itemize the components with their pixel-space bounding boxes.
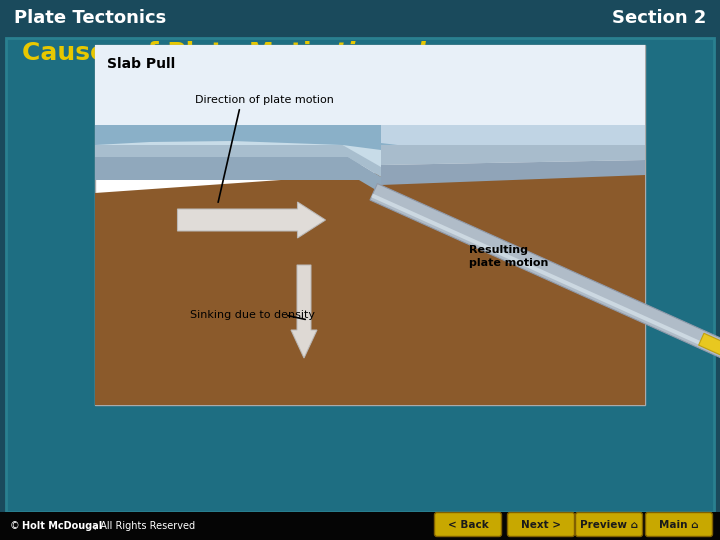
Text: < Back: < Back xyxy=(448,519,488,530)
FancyArrow shape xyxy=(178,202,325,238)
Text: Holt McDougal: Holt McDougal xyxy=(22,521,102,531)
FancyArrow shape xyxy=(291,265,317,358)
Polygon shape xyxy=(381,125,645,150)
Text: Main ⌂: Main ⌂ xyxy=(660,519,698,530)
Polygon shape xyxy=(370,184,720,389)
FancyBboxPatch shape xyxy=(95,45,645,405)
Text: Sinking due to density: Sinking due to density xyxy=(190,310,315,320)
FancyBboxPatch shape xyxy=(95,240,645,405)
Text: , All Rights Reserved: , All Rights Reserved xyxy=(94,521,195,531)
Text: continued: continued xyxy=(285,41,426,65)
Polygon shape xyxy=(95,193,645,245)
Polygon shape xyxy=(95,145,381,177)
FancyBboxPatch shape xyxy=(95,275,645,405)
Text: Resulting
plate motion: Resulting plate motion xyxy=(469,245,549,268)
Text: Causes of Plate Motion,: Causes of Plate Motion, xyxy=(22,41,365,65)
FancyBboxPatch shape xyxy=(434,512,502,537)
FancyBboxPatch shape xyxy=(575,512,642,537)
FancyBboxPatch shape xyxy=(0,512,720,540)
Polygon shape xyxy=(381,145,645,165)
Text: Preview ⌂: Preview ⌂ xyxy=(580,519,638,530)
Text: ©: © xyxy=(10,521,23,531)
FancyBboxPatch shape xyxy=(508,512,575,537)
Polygon shape xyxy=(95,141,381,167)
FancyArrow shape xyxy=(698,333,720,371)
FancyBboxPatch shape xyxy=(95,45,645,125)
Polygon shape xyxy=(372,194,720,386)
Text: Direction of plate motion: Direction of plate motion xyxy=(195,95,334,105)
FancyBboxPatch shape xyxy=(6,38,714,512)
Polygon shape xyxy=(95,157,381,193)
Polygon shape xyxy=(95,125,381,150)
Text: Section 2: Section 2 xyxy=(611,9,706,27)
Text: Next >: Next > xyxy=(521,519,561,530)
Text: Slab Pull: Slab Pull xyxy=(107,57,175,71)
Polygon shape xyxy=(381,160,645,185)
Polygon shape xyxy=(381,125,645,150)
Polygon shape xyxy=(95,173,645,405)
Text: Plate Tectonics: Plate Tectonics xyxy=(14,9,166,27)
FancyBboxPatch shape xyxy=(0,0,720,35)
FancyBboxPatch shape xyxy=(646,512,713,537)
